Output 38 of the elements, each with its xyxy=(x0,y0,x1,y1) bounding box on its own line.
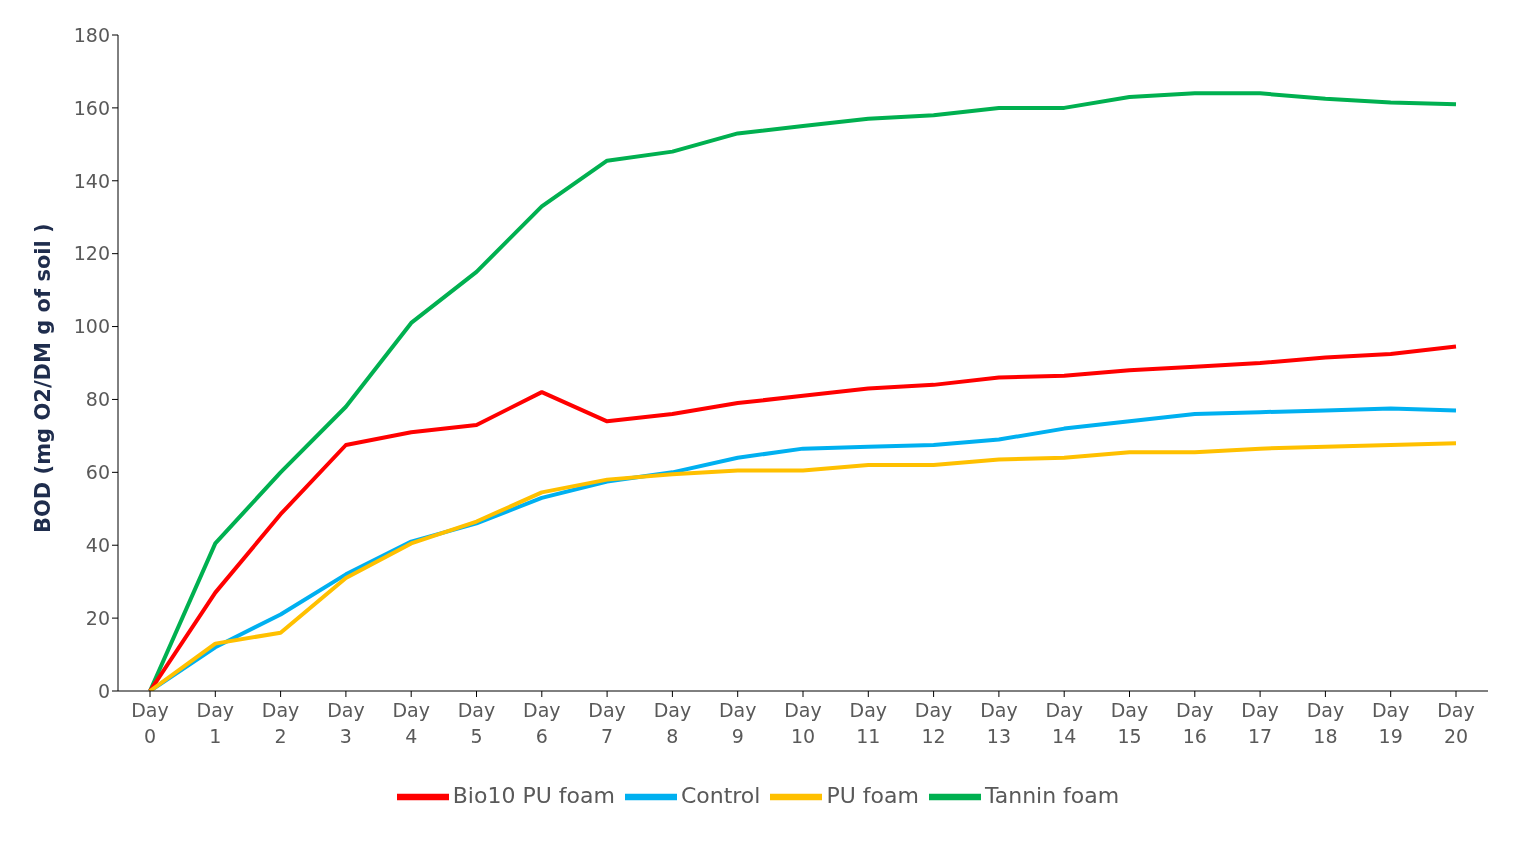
x-tick-label: Day 11 xyxy=(849,699,888,747)
legend-label: Bio10 PU foam xyxy=(452,783,615,808)
x-tick-label: Day 9 xyxy=(718,699,757,747)
x-tick-label: Day 3 xyxy=(327,699,365,747)
x-tick-label: Day 18 xyxy=(1306,699,1345,747)
y-tick-label: 20 xyxy=(85,606,110,629)
legend-label: Tannin foam xyxy=(984,783,1120,808)
x-tick-label: Day 14 xyxy=(1045,699,1083,747)
y-tick-label: 100 xyxy=(73,315,110,338)
x-tick-label: Day 8 xyxy=(653,699,692,747)
y-tick-label: 160 xyxy=(73,96,110,119)
line-series xyxy=(148,91,1458,691)
x-tick-label: Day 0 xyxy=(131,699,169,747)
x-tick-label: Day 5 xyxy=(457,699,496,747)
line-series xyxy=(148,344,1458,691)
legend-label: Control xyxy=(680,783,761,808)
x-tick-label: Day 1 xyxy=(196,699,235,747)
y-tick-label: 180 xyxy=(73,23,110,46)
x-tick-label: Day 7 xyxy=(588,699,626,747)
y-tick-label: 40 xyxy=(85,533,110,556)
x-tick-label: Day 2 xyxy=(261,699,300,747)
y-tick-label: 0 xyxy=(97,679,110,702)
x-tick-label: Day 15 xyxy=(1110,699,1149,747)
x-tick-label: Day 4 xyxy=(392,699,430,747)
y-tick-label: 60 xyxy=(85,461,110,484)
y-tick-label: 140 xyxy=(73,169,110,192)
y-axis-title: BOD (mg O2/DM g of soil ) xyxy=(31,223,56,533)
x-tick-label: Day 10 xyxy=(784,699,822,747)
legend-label: PU foam xyxy=(826,783,919,808)
x-tick-label: Day 12 xyxy=(914,699,953,747)
x-tick-label: Day 19 xyxy=(1371,699,1410,747)
y-tick-label: 120 xyxy=(73,242,110,265)
x-tick-label: Day 13 xyxy=(980,699,1018,747)
x-tick-label: Day 20 xyxy=(1437,699,1475,747)
x-tick-label: Day 16 xyxy=(1176,699,1214,747)
x-tick-label: Day 17 xyxy=(1241,699,1279,747)
y-tick-label: 80 xyxy=(85,388,110,411)
x-tick-label: Day 6 xyxy=(523,699,561,747)
